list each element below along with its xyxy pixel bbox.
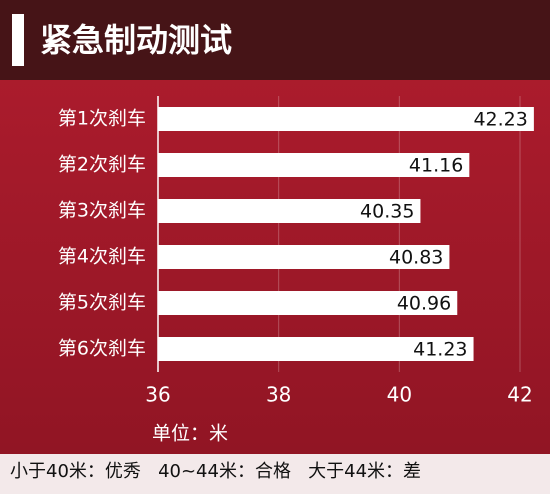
x-tick-label: 40 xyxy=(387,383,412,407)
value-label: 41.23 xyxy=(413,339,467,361)
bar xyxy=(158,337,474,361)
footnote: 小于40米：优秀 40~44米：合格 大于44米：差 xyxy=(10,461,421,482)
bar xyxy=(158,199,421,223)
value-label: 41.16 xyxy=(409,155,463,177)
title-accent xyxy=(12,14,24,66)
chart-title: 紧急制动测试 xyxy=(40,21,232,59)
bar xyxy=(158,291,458,315)
y-tick-label: 第6次刹车 xyxy=(58,338,146,360)
x-tick-label: 38 xyxy=(266,383,291,407)
value-label: 40.83 xyxy=(389,247,443,269)
value-label: 40.96 xyxy=(397,293,451,315)
y-tick-label: 第4次刹车 xyxy=(58,246,146,268)
x-tick-label: 36 xyxy=(145,383,170,407)
value-label: 42.23 xyxy=(473,109,527,131)
y-tick-label: 第1次刹车 xyxy=(58,108,146,130)
bar xyxy=(158,153,470,177)
value-label: 40.35 xyxy=(360,201,414,223)
title-band xyxy=(0,0,550,80)
bar xyxy=(158,245,450,269)
x-tick-label: 42 xyxy=(507,383,532,407)
y-tick-label: 第5次刹车 xyxy=(58,292,146,314)
footer-band xyxy=(0,454,550,494)
x-axis-label: 单位：米 xyxy=(152,423,228,445)
y-tick-label: 第2次刹车 xyxy=(58,154,146,176)
bar xyxy=(158,107,534,131)
y-tick-label: 第3次刹车 xyxy=(58,200,146,222)
